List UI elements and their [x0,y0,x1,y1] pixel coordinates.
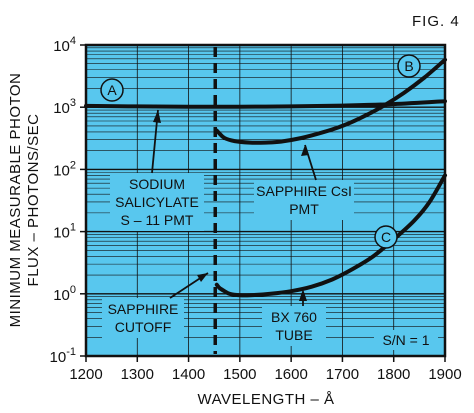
y-tick-label: 101 [53,222,76,242]
x-tick-label: 1400 [172,366,205,383]
marker-b: B [397,54,421,78]
x-tick-label: 1700 [326,366,359,383]
svg-text:SAPPHIRE CsI: SAPPHIRE CsI [256,183,352,199]
x-tick-label: 1600 [274,366,307,383]
series-lines [84,57,447,298]
svg-text:TUBE: TUBE [275,327,312,343]
annotation-bx760-tube: BX 760 TUBE [262,289,326,346]
y-tick-label: 103 [53,97,76,117]
x-tick-label: 1300 [121,366,154,383]
x-tick-label: 1900 [428,366,461,383]
y-tick-label: 102 [53,159,76,179]
x-tick-label: 1500 [223,366,256,383]
x-tick-labels: 1200 1300 1400 1500 1600 1700 1800 1900 [69,356,462,383]
svg-text:SODIUM: SODIUM [129,176,185,192]
figure-label: FIG. 4 [412,13,460,30]
svg-text:PMT: PMT [289,201,319,217]
annotation-sapphire-cutoff: SAPPHIRE CUTOFF [102,272,209,338]
y-axis-title-line-2: FLUX – PHOTONS/SEC [25,114,42,287]
marker-a: A [100,78,124,102]
x-axis-title: WAVELENGTH – Å [197,391,334,408]
svg-text:SAPPHIRE: SAPPHIRE [108,301,179,317]
y-tick-label: 104 [53,35,76,55]
svg-text:CUTOFF: CUTOFF [115,319,172,335]
series-line-c [214,173,447,298]
y-axis-title-line-1: MINIMUM MEASURABLE PHOTON [7,73,24,328]
marker-c: C [374,225,398,249]
annotation-signal-to-noise: S/N = 1 [374,330,438,350]
svg-text:SALICYLATE: SALICYLATE [115,194,199,210]
svg-text:B: B [404,58,413,74]
x-tick-label: 1800 [377,366,410,383]
series-line-b [214,57,447,145]
y-tick-label: 100 [53,284,76,304]
y-tick-labels: 104 103 102 101 100 10-1 [50,35,86,366]
svg-text:A: A [107,82,117,98]
svg-text:S – 11 PMT: S – 11 PMT [121,212,194,228]
annotation-sapphire-csi: SAPPHIRE CsI PMT [254,144,354,220]
annotation-sodium-salicylate: SODIUM SALICYLATE S – 11 PMT [110,109,204,231]
svg-text:BX 760: BX 760 [271,309,317,325]
y-tick-label: 10-1 [50,346,76,366]
svg-text:C: C [381,229,391,245]
plot-border [84,43,447,358]
x-tick-label: 1200 [69,366,102,383]
svg-text:S/N = 1: S/N = 1 [382,332,429,348]
